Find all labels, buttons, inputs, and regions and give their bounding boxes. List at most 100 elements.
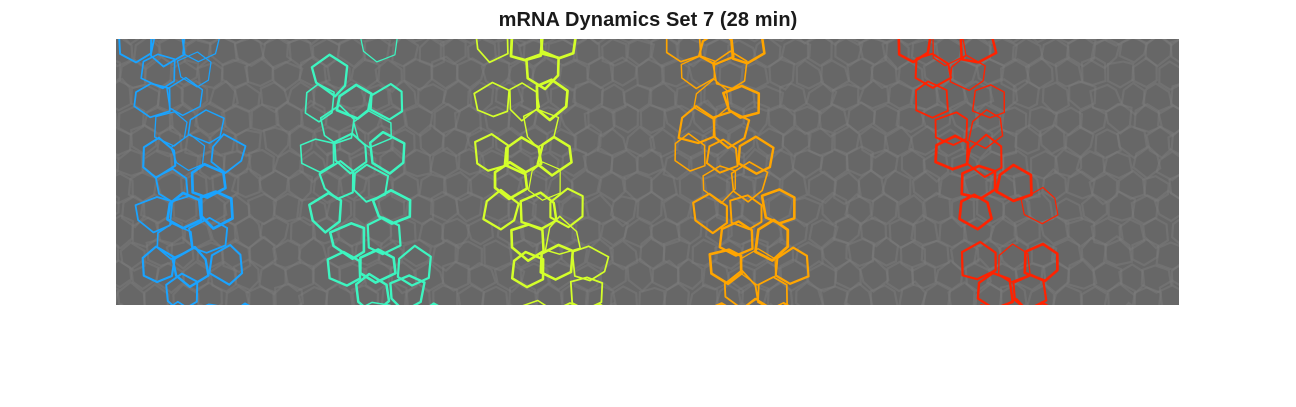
background-cell — [609, 285, 638, 305]
background-cell — [374, 58, 404, 94]
background-cell — [116, 259, 133, 289]
outlined-cell-orange — [757, 276, 788, 305]
outlined-cell-red — [934, 134, 970, 171]
background-cell — [662, 151, 691, 181]
background-cell — [299, 99, 328, 133]
outlined-cell-aqua — [304, 83, 335, 123]
background-cell — [1054, 57, 1084, 88]
outlined-cell-aqua — [366, 216, 402, 256]
background-cell — [845, 145, 874, 177]
background-cell — [1092, 261, 1123, 293]
outlined-cell-red — [915, 80, 949, 119]
background-cell — [1168, 173, 1179, 200]
outlined-cell-aqua — [369, 82, 404, 121]
background-cell — [609, 149, 639, 181]
background-cell — [336, 39, 365, 69]
background-cell — [439, 39, 467, 66]
background-cell — [617, 39, 638, 44]
background-cell — [508, 280, 538, 305]
outlined-cell-orange — [674, 132, 706, 172]
background-cell — [1131, 56, 1158, 89]
background-cell — [116, 287, 120, 305]
background-cell — [869, 284, 899, 305]
background-cell — [688, 283, 719, 305]
background-cell — [806, 39, 833, 68]
background-cell — [1026, 283, 1056, 305]
outlined-cell-lime — [474, 133, 509, 172]
outlined-cell-blue — [156, 222, 194, 260]
background-cell — [636, 148, 665, 177]
outlined-cell-orange — [712, 110, 751, 150]
background-cell — [636, 190, 664, 225]
background-cell — [599, 215, 630, 247]
background-cell — [766, 281, 794, 305]
background-cell — [1066, 257, 1098, 290]
background-cell — [1065, 39, 1097, 68]
background-cell — [363, 39, 392, 65]
outlined-cell-orange — [737, 135, 775, 175]
outlined-cell-aqua — [353, 163, 390, 203]
background-cell — [1117, 169, 1147, 200]
outlined-cell-lime — [482, 188, 520, 231]
background-cell — [535, 282, 564, 305]
cell-band-aqua — [299, 39, 439, 305]
outlined-cell-blue — [170, 133, 206, 172]
background-cell — [1140, 264, 1173, 294]
outlined-cell-red — [968, 109, 1004, 150]
outlined-cell-red — [966, 133, 1003, 178]
background-cell — [116, 214, 135, 250]
background-cell — [561, 281, 589, 305]
cell-band-orange — [665, 39, 810, 305]
background-cell — [819, 59, 851, 93]
cell-band-red — [897, 39, 1059, 305]
outlined-cell-aqua — [354, 272, 391, 305]
outlined-cell-red — [914, 52, 952, 89]
background-cell — [583, 105, 616, 138]
background-cell — [324, 281, 354, 305]
background-cell — [349, 150, 377, 181]
outlined-cell-aqua — [308, 191, 343, 234]
background-cell — [323, 57, 351, 90]
background-cell — [910, 213, 940, 247]
background-cell — [638, 286, 667, 305]
outlined-cell-aqua — [328, 221, 366, 261]
background-cell — [518, 125, 549, 156]
outlined-cell-orange — [739, 248, 777, 286]
outlined-cell-lime — [525, 52, 560, 91]
background-cell — [116, 243, 120, 264]
cell-band-blue — [118, 39, 250, 305]
outlined-cell-blue — [210, 133, 247, 174]
background-cell — [1131, 238, 1160, 267]
cell-tissue-image — [116, 39, 1179, 305]
outlined-cell-blue — [150, 39, 186, 68]
background-cell — [441, 260, 470, 292]
background-cell — [911, 261, 937, 290]
background-cell — [639, 103, 666, 135]
outlined-cell-lime — [569, 276, 604, 305]
background-cell — [691, 238, 719, 268]
outlined-cell-lime — [510, 250, 545, 289]
background-cell — [999, 282, 1028, 305]
background-cell — [857, 78, 890, 110]
background-cell — [768, 55, 796, 91]
background-cell — [155, 124, 183, 158]
background-cell — [930, 39, 943, 42]
outlined-cell-aqua — [360, 39, 398, 63]
outlined-cell-red — [1023, 242, 1059, 283]
background-cell — [409, 39, 427, 43]
background-cell — [557, 58, 589, 92]
background-cell — [508, 238, 538, 270]
outlined-cell-red — [976, 271, 1014, 305]
background-cell — [718, 39, 739, 43]
outlined-cell-lime — [536, 135, 573, 177]
background-cell — [1014, 262, 1044, 292]
background-cell — [1088, 172, 1119, 206]
outlined-cell-lime — [493, 160, 529, 201]
outlined-cell-orange — [754, 218, 790, 262]
background-cell — [116, 148, 144, 177]
background-cell — [586, 285, 617, 305]
background-cell — [1158, 279, 1179, 305]
background-cell — [795, 58, 825, 90]
background-cell — [922, 191, 952, 224]
background-cell — [571, 216, 601, 247]
